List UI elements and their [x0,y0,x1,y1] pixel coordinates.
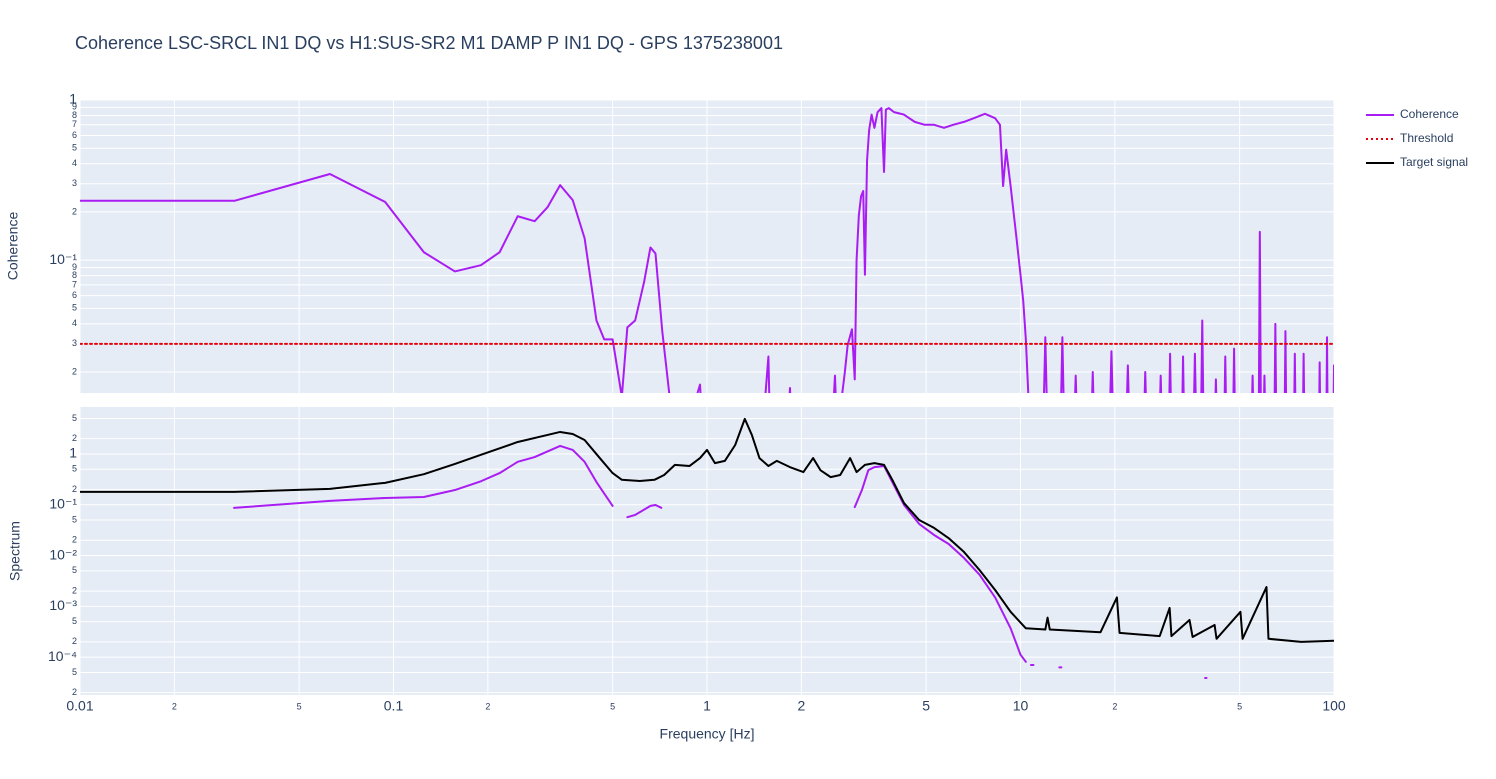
y-tick-label: 1 [69,91,77,107]
y-tick-label: 3 [72,338,77,348]
y-tick-label: 8 [72,110,77,120]
y-tick-label: 10⁻¹ [49,251,77,267]
x-tick-label: 2 [1112,701,1117,711]
legend-label: Target signal [1400,155,1468,169]
y-tick-label: 2 [72,206,77,216]
y-tick-label: 2 [72,433,77,443]
x-tick-label: 5 [610,701,615,711]
y-axis-title: Coherence [5,212,21,281]
y-tick-label: 2 [72,585,77,595]
y-tick-label: 5 [72,565,77,575]
x-tick-label: 100 [1322,698,1346,714]
legend-label: Threshold [1400,131,1453,145]
plot-area [80,107,1334,393]
series-line [80,417,1334,643]
series-line [233,444,1208,679]
y-tick-label: 4 [72,158,77,168]
legend-label: Coherence [1400,107,1459,121]
y-tick-label: 1 [69,445,77,461]
x-tick-label: 2 [172,701,177,711]
y-tick-label: 10⁻² [49,546,77,562]
x-tick-label: 0.1 [384,698,404,714]
y-tick-label: 5 [72,667,77,677]
y-tick-label: 5 [72,143,77,153]
y-tick-label: 5 [72,464,77,474]
y-tick-label: 2 [72,366,77,376]
y-tick-label: 2 [72,484,77,494]
y-tick-label: 10⁻⁴ [48,648,77,664]
x-tick-label: 5 [922,698,930,714]
y-axis-title: Spectrum [7,521,23,581]
x-tick-label: 2 [797,698,805,714]
y-tick-label: 4 [72,318,77,328]
y-tick-label: 10⁻³ [49,597,77,613]
y-tick-label: 6 [72,130,77,140]
y-tick-label: 7 [72,119,77,129]
y-tick-label: 5 [72,616,77,626]
y-tick-label: 6 [72,290,77,300]
chart-title: Coherence LSC-SRCL IN1 DQ vs H1:SUS-SR2 … [75,33,783,53]
y-tick-label: 8 [72,270,77,280]
x-tick-label: 0.01 [66,698,93,714]
y-tick-label: 5 [72,303,77,313]
x-axis-title: Frequency [Hz] [660,726,755,742]
plot-area [80,417,1334,679]
series-line [80,107,1334,393]
y-tick-label: 9 [72,262,77,272]
y-tick-label: 2 [72,636,77,646]
y-tick-label: 9 [72,102,77,112]
y-tick-label: 10⁻¹ [49,495,77,511]
x-tick-label: 1 [703,698,711,714]
y-tick-label: 5 [72,514,77,524]
y-tick-label: 5 [72,413,77,423]
x-tick-label: 10 [1013,698,1029,714]
y-tick-label: 2 [72,535,77,545]
y-tick-label: 3 [72,178,77,188]
y-tick-label: 2 [72,687,77,697]
x-tick-label: 2 [485,701,490,711]
y-tick-label: 7 [72,279,77,289]
x-tick-label: 5 [297,701,302,711]
x-tick-label: 5 [1237,701,1242,711]
